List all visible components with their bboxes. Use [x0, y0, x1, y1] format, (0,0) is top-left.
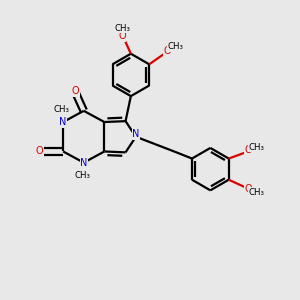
Text: O: O	[244, 184, 252, 194]
Text: N: N	[80, 158, 87, 168]
Text: N: N	[132, 129, 140, 140]
Text: O: O	[36, 146, 43, 157]
Text: CH₃: CH₃	[249, 188, 265, 197]
Text: CH₃: CH₃	[74, 170, 90, 179]
Text: O: O	[118, 31, 126, 41]
Text: CH₃: CH₃	[114, 24, 130, 33]
Text: O: O	[164, 46, 171, 56]
Text: O: O	[72, 86, 79, 96]
Text: CH₃: CH₃	[167, 42, 183, 51]
Text: CH₃: CH₃	[249, 143, 265, 152]
Text: N: N	[59, 117, 67, 127]
Text: CH₃: CH₃	[54, 105, 70, 114]
Text: O: O	[244, 145, 252, 155]
